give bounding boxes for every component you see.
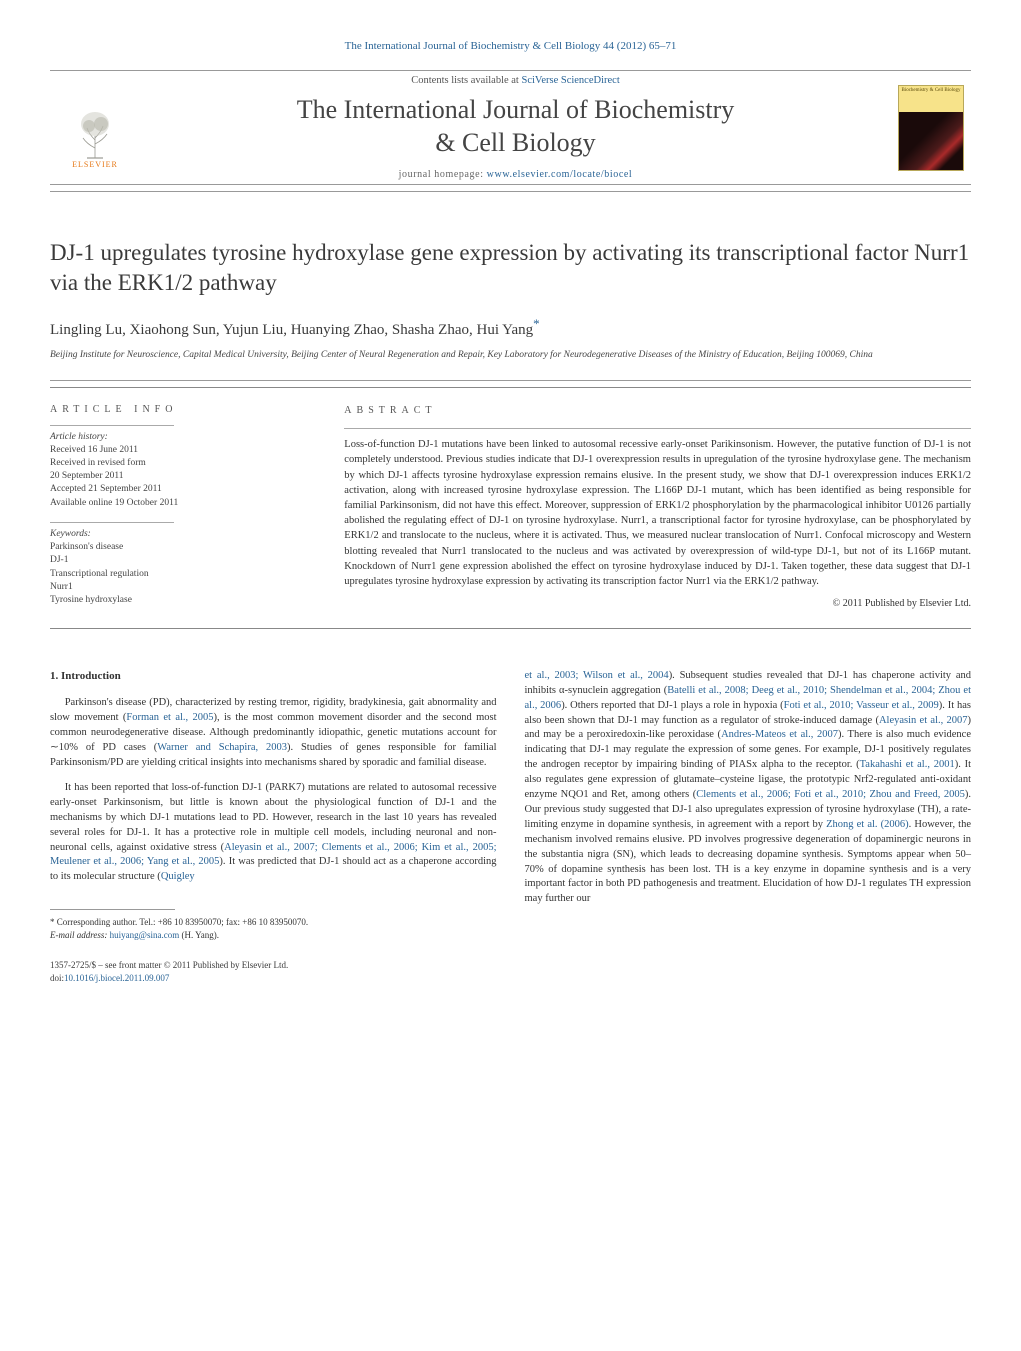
history-line: Received in revised form xyxy=(50,457,308,470)
body-text: . However, the mechanism involved remain… xyxy=(525,819,972,905)
affiliation: Beijing Institute for Neuroscience, Capi… xyxy=(50,349,971,362)
abstract-rule xyxy=(344,428,971,429)
citation-link[interactable]: et al., 2003; Wilson et al., 2004 xyxy=(525,670,669,681)
citation-link[interactable]: Andres-Mateos et al., 2007 xyxy=(721,729,838,740)
journal-title: The International Journal of Biochemistr… xyxy=(150,94,881,159)
keyword: DJ-1 xyxy=(50,554,308,567)
corresponding-author-footnote: * Corresponding author. Tel.: +86 10 839… xyxy=(50,916,497,941)
article-body: 1. Introduction Parkinson's disease (PD)… xyxy=(50,669,971,942)
citation-link[interactable]: Quigley xyxy=(161,871,195,882)
history-line: Available online 19 October 2011 xyxy=(50,497,308,510)
keyword: Tyrosine hydroxylase xyxy=(50,594,308,607)
section-heading-introduction: 1. Introduction xyxy=(50,669,497,685)
corr-email-link[interactable]: huiyang@sina.com xyxy=(110,930,180,940)
cover-title-text: Biochemistry & Cell Biology xyxy=(899,86,963,112)
citation-link[interactable]: Aleyasin et al., 2007 xyxy=(879,715,968,726)
author-names: Lingling Lu, Xiaohong Sun, Yujun Liu, Hu… xyxy=(50,322,533,338)
contents-prefix: Contents lists available at xyxy=(411,75,521,86)
contents-available-line: Contents lists available at SciVerse Sci… xyxy=(150,75,881,86)
body-column-right: et al., 2003; Wilson et al., 2004). Subs… xyxy=(525,669,972,942)
masthead-rule xyxy=(50,191,971,192)
citation-link[interactable]: Takahashi et al., 2001 xyxy=(860,759,955,770)
cover-image-icon xyxy=(899,112,963,171)
history-line: Accepted 21 September 2011 xyxy=(50,483,308,496)
citation-link[interactable]: Warner and Schapira, 2003 xyxy=(157,742,287,753)
email-label: E-mail address: xyxy=(50,930,110,940)
elsevier-tree-icon xyxy=(73,108,117,160)
doi-link[interactable]: 10.1016/j.biocel.2011.09.007 xyxy=(64,973,169,983)
corr-contact: * Corresponding author. Tel.: +86 10 839… xyxy=(50,916,497,929)
history-line: Received 16 June 2011 xyxy=(50,444,308,457)
masthead-center: Contents lists available at SciVerse Sci… xyxy=(140,75,891,180)
pre-abstract-rule xyxy=(50,380,971,381)
running-head: The International Journal of Biochemistr… xyxy=(50,40,971,52)
corresponding-author-mark[interactable]: * xyxy=(533,316,540,331)
email-suffix: (H. Yang). xyxy=(179,930,219,940)
citation-link[interactable]: Clements et al., 2006; Foti et al., 2010… xyxy=(696,789,965,800)
body-paragraph: It has been reported that loss-of-functi… xyxy=(50,781,497,885)
citation-link[interactable]: Forman et al., 2005 xyxy=(126,712,213,723)
journal-homepage-line: journal homepage: www.elsevier.com/locat… xyxy=(150,169,881,180)
keyword: Parkinson's disease xyxy=(50,541,308,554)
sciencedirect-link[interactable]: SciVerse ScienceDirect xyxy=(521,75,619,86)
citation-link[interactable]: Foti et al., 2010; Vasseur et al., 2009 xyxy=(784,700,939,711)
article-title: DJ-1 upregulates tyrosine hydroxylase ge… xyxy=(50,238,971,298)
homepage-prefix: journal homepage: xyxy=(399,169,487,180)
abstract-copyright: © 2011 Published by Elsevier Ltd. xyxy=(344,597,971,612)
article-info-column: article info Article history: Received 1… xyxy=(50,388,326,628)
page-footer: 1357-2725/$ – see front matter © 2011 Pu… xyxy=(50,959,971,984)
elsevier-wordmark: ELSEVIER xyxy=(72,160,118,169)
footer-left-block: 1357-2725/$ – see front matter © 2011 Pu… xyxy=(50,959,288,984)
keywords-title: Keywords: xyxy=(50,529,308,539)
info-abstract-block: article info Article history: Received 1… xyxy=(50,387,971,629)
running-head-link[interactable]: The International Journal of Biochemistr… xyxy=(345,40,677,52)
journal-homepage-link[interactable]: www.elsevier.com/locate/biocel xyxy=(487,169,633,180)
footer-right-spacer xyxy=(511,959,972,984)
publisher-logo-block: ELSEVIER xyxy=(50,87,140,169)
journal-cover-thumbnail[interactable]: Biochemistry & Cell Biology xyxy=(898,85,964,171)
keyword: Nurr1 xyxy=(50,581,308,594)
history-line: 20 September 2011 xyxy=(50,470,308,483)
body-paragraph: et al., 2003; Wilson et al., 2004). Subs… xyxy=(525,669,972,908)
author-list: Lingling Lu, Xiaohong Sun, Yujun Liu, Hu… xyxy=(50,316,971,339)
front-matter-line: 1357-2725/$ – see front matter © 2011 Pu… xyxy=(50,959,288,972)
citation-link[interactable]: Zhong et al. (2006) xyxy=(826,819,909,830)
keywords-list: Parkinson's disease DJ-1 Transcriptional… xyxy=(50,541,308,607)
journal-masthead: ELSEVIER Contents lists available at Sci… xyxy=(50,70,971,185)
elsevier-logo[interactable]: ELSEVIER xyxy=(60,87,130,169)
article-history-title: Article history: xyxy=(50,432,308,442)
journal-cover-block: Biochemistry & Cell Biology xyxy=(891,85,971,171)
doi-prefix: doi: xyxy=(50,973,64,983)
journal-title-line1: The International Journal of Biochemistr… xyxy=(297,95,735,124)
info-rule-1 xyxy=(50,425,174,426)
footnote-rule xyxy=(50,909,175,910)
body-text: ). Others reported that DJ-1 plays a rol… xyxy=(561,700,783,711)
body-column-left: 1. Introduction Parkinson's disease (PD)… xyxy=(50,669,497,942)
keyword: Transcriptional regulation xyxy=(50,568,308,581)
info-rule-2 xyxy=(50,522,174,523)
abstract-text: Loss-of-function DJ-1 mutations have bee… xyxy=(344,437,971,589)
journal-title-line2: & Cell Biology xyxy=(435,128,595,157)
article-info-label: article info xyxy=(50,404,308,415)
body-paragraph: Parkinson's disease (PD), characterized … xyxy=(50,696,497,771)
abstract-column: abstract Loss-of-function DJ-1 mutations… xyxy=(326,388,971,628)
abstract-label: abstract xyxy=(344,404,971,419)
